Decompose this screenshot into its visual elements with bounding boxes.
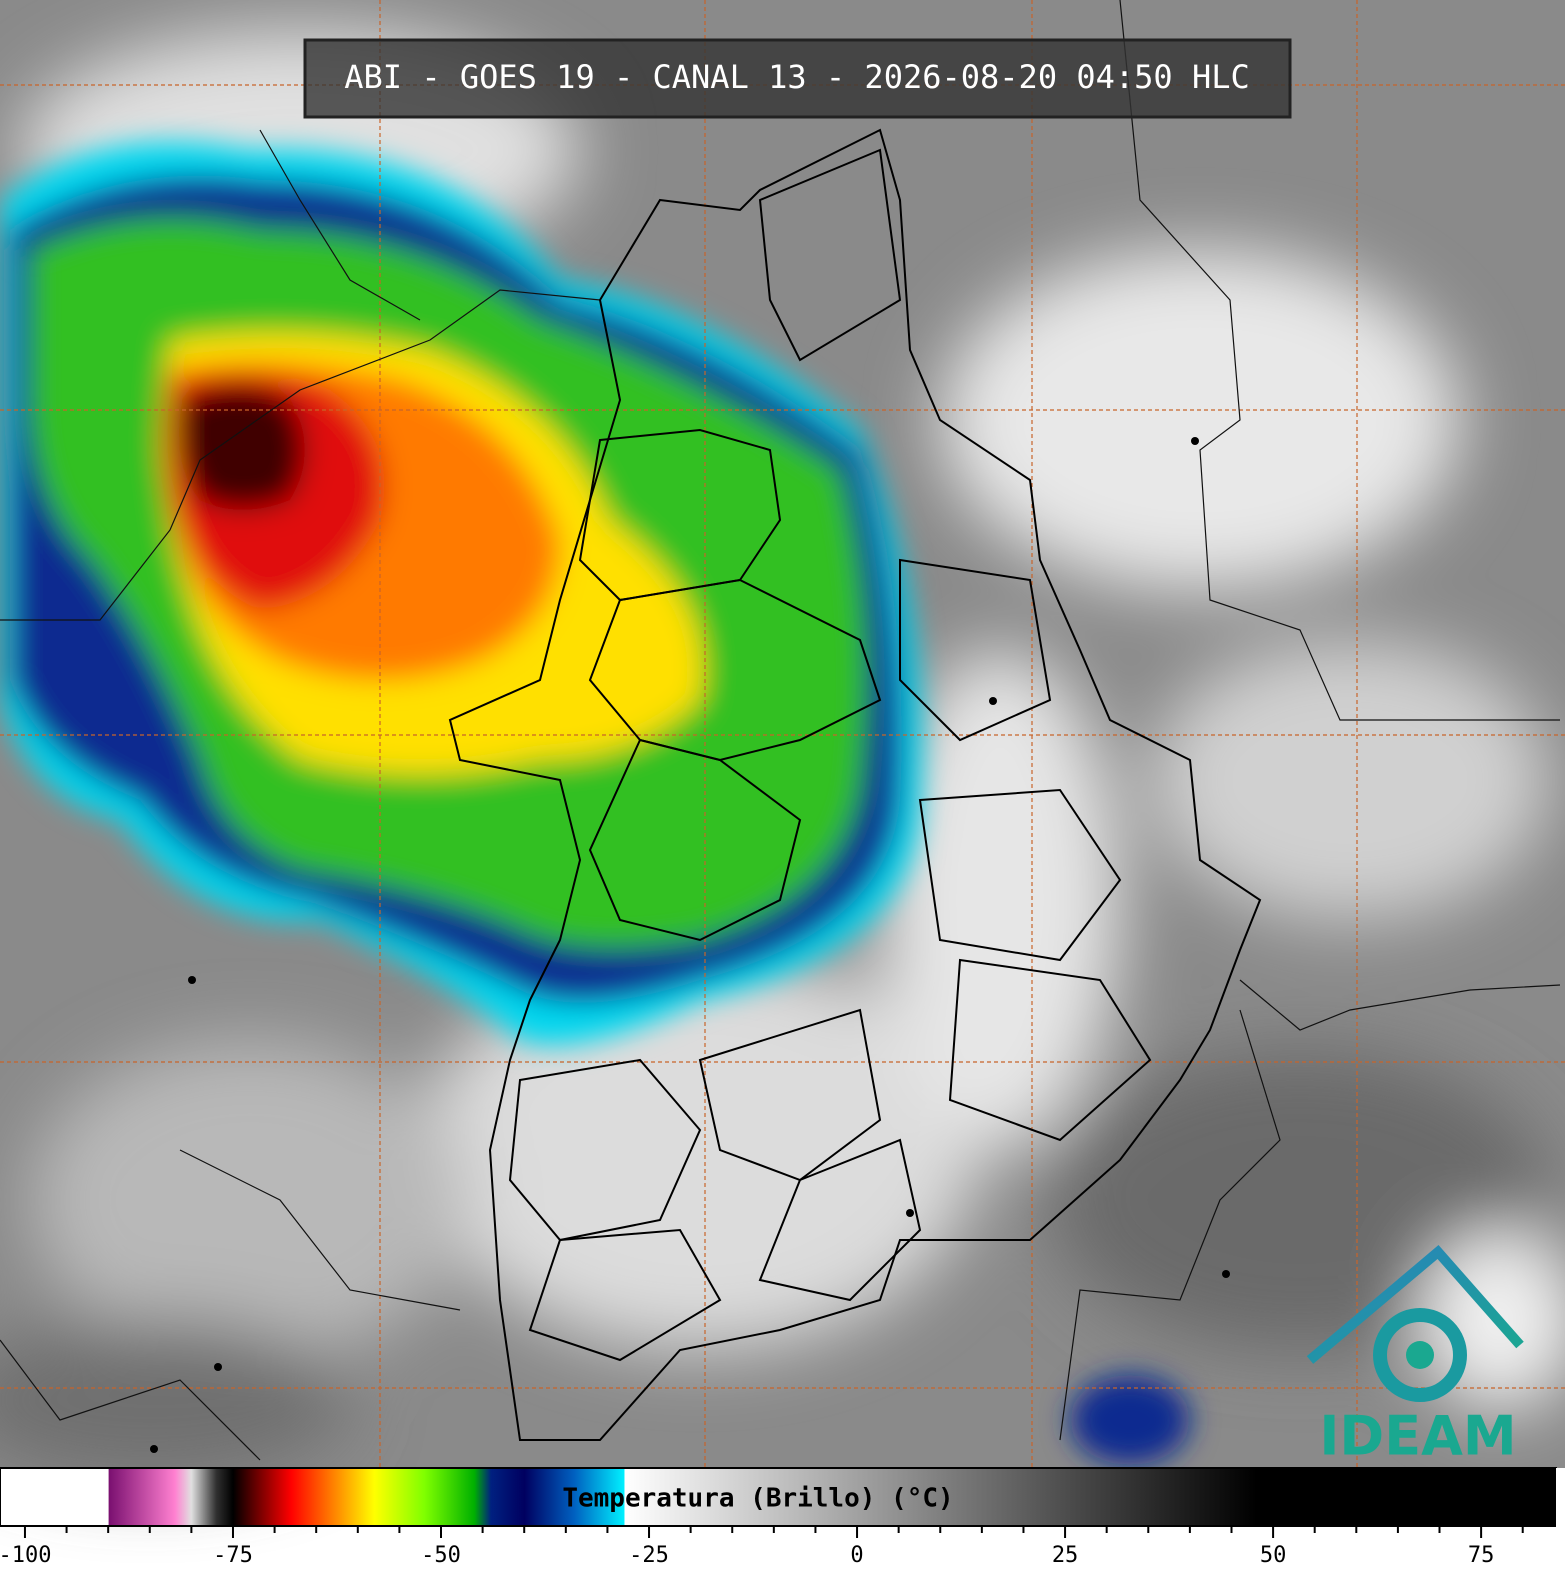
colorbar-label: Temperatura (Brillo) (°C) (562, 1484, 953, 1514)
storm (0, 141, 1190, 1465)
colorbar-bg (1556, 1468, 1565, 1577)
clouds (0, 30, 1565, 1480)
tick-label: -50 (421, 1543, 461, 1568)
colorbar-fill (0, 1467, 1557, 1527)
tick-label: -100 (0, 1543, 51, 1568)
boundaries (0, 0, 1561, 1461)
colorbar: Temperatura (Brillo) (°C) -100 -75 -50 -25 0 2… (0, 1467, 1565, 1577)
tick-label: -75 (213, 1543, 253, 1568)
title: ABI - GOES 19 - CANAL 13 - 2026-08-20 04… (344, 58, 1249, 96)
tick-label: 25 (1052, 1543, 1079, 1568)
tick-label: -25 (629, 1543, 669, 1568)
logo: IDEAM (1306, 1245, 1524, 1468)
logo-text: IDEAM (1319, 1405, 1516, 1468)
tick-label: 75 (1468, 1543, 1495, 1568)
tick-label: 50 (1260, 1543, 1287, 1568)
title-box (303, 38, 1292, 119)
grid (0, 0, 1565, 1468)
tick-label: 0 (850, 1543, 863, 1568)
cities (150, 437, 1230, 1453)
